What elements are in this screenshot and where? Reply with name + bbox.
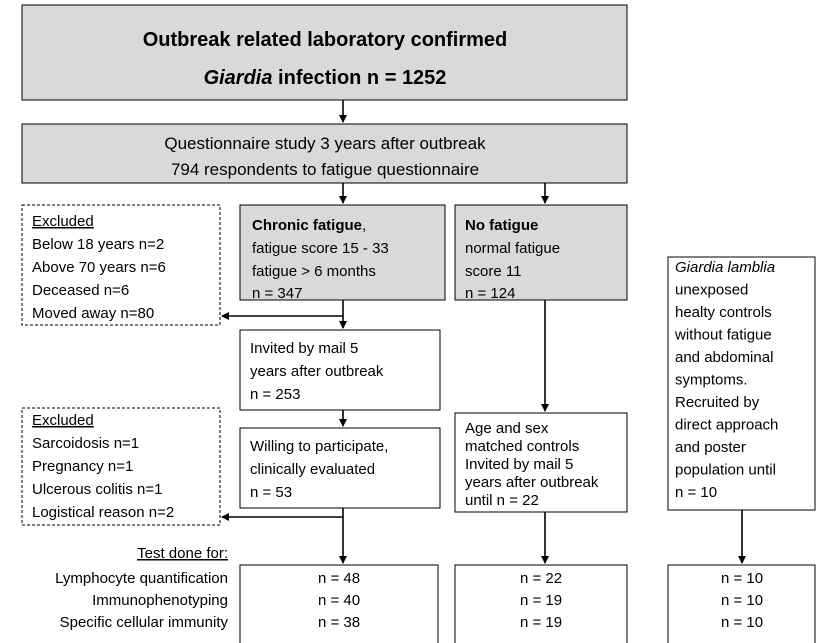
text-line: without fatigue: [674, 327, 772, 344]
text-line: Below 18 years n=2: [32, 236, 164, 253]
text-line: n = 10: [675, 484, 717, 501]
text-line: Invited by mail 5: [465, 456, 573, 473]
text-line: fatigue > 6 months: [252, 263, 376, 280]
text-line: Invited by mail 5: [250, 340, 358, 357]
text-line: Excluded: [32, 213, 94, 230]
test-count: n = 22: [520, 570, 562, 587]
box-invited: [239, 329, 441, 411]
text-line: 794 respondents to fatigue questionnaire: [171, 160, 479, 179]
text-line: Willing to participate,: [250, 438, 388, 455]
test-count: n = 10: [721, 592, 763, 609]
text-line: fatigue score 15 - 33: [252, 240, 389, 257]
text-line: Excluded: [32, 412, 94, 429]
text-line: Above 70 years n=6: [32, 259, 166, 276]
text-line: population until: [675, 462, 776, 479]
box-questionnaire: [21, 123, 628, 184]
text-line: until n = 22: [465, 492, 539, 509]
text-line: unexposed: [675, 282, 748, 299]
test-label: Specific cellular immunity: [60, 614, 229, 631]
shapes: [21, 4, 816, 643]
text-line: Ulcerous colitis n=1: [32, 481, 162, 498]
text-line: years after outbreak: [465, 474, 599, 491]
italic-text: Giardia: [204, 67, 273, 89]
box-excluded-1: [21, 204, 221, 326]
text-line: Sarcoidosis n=1: [32, 435, 139, 452]
box-excluded-2: [21, 407, 221, 526]
text-line: Pregnancy n=1: [32, 458, 133, 475]
text-line: Logistical reason n=2: [32, 504, 174, 521]
text-line: and poster: [675, 439, 746, 456]
box-chronic: [239, 204, 446, 301]
box-willing: [239, 427, 441, 509]
box-nofatigue: [454, 204, 628, 301]
bold-text: Chronic fatigue: [252, 217, 362, 234]
test-count: n = 19: [520, 614, 562, 631]
text-line: Deceased n=6: [32, 282, 129, 299]
text-line: No fatigue: [465, 217, 538, 234]
text-line: normal fatigue: [465, 240, 560, 257]
text-line: n = 53: [250, 484, 292, 501]
test-label: Immunophenotyping: [92, 592, 228, 609]
text: ,: [362, 217, 366, 234]
text: infection n = 1252: [272, 67, 446, 89]
text-line: clinically evaluated: [250, 461, 375, 478]
text-line: direct approach: [675, 417, 778, 434]
box-result-1: [239, 564, 439, 643]
text-line: and abdominal: [675, 349, 773, 366]
test-count: n = 40: [318, 592, 360, 609]
text-line: n = 124: [465, 285, 515, 302]
text-line: healty controls: [675, 304, 772, 321]
text-line: score 11: [465, 263, 521, 280]
box-result-3: [667, 564, 816, 643]
test-count: n = 38: [318, 614, 360, 631]
box-controls: [667, 256, 816, 511]
test-count: n = 19: [520, 592, 562, 609]
text-line: Moved away n=80: [32, 305, 154, 322]
test-count: n = 48: [318, 570, 360, 587]
text-line: n = 347: [252, 285, 302, 302]
tests-heading: Test done for:: [137, 545, 228, 562]
text-line: Giardia lamblia: [675, 259, 775, 276]
text-line: Age and sex: [465, 420, 549, 437]
texts: Outbreak related laboratory confirmed Gi…: [137, 29, 599, 562]
text-line: matched controls: [465, 438, 579, 455]
text-line: Chronic fatigue,: [252, 217, 366, 234]
test-count: n = 10: [721, 570, 763, 587]
box-outbreak: [21, 4, 628, 101]
text-line: symptoms.: [675, 372, 748, 389]
test-count: n = 10: [721, 614, 763, 631]
box-result-2: [454, 564, 628, 643]
text-line: Recruited by: [675, 394, 760, 411]
text-line: Questionnaire study 3 years after outbre…: [164, 134, 486, 153]
box-matched: [454, 412, 628, 513]
title-line: Giardia infection n = 1252: [204, 67, 447, 89]
text-line: years after outbreak: [250, 363, 384, 380]
text-line: n = 253: [250, 386, 300, 403]
test-label: Lymphocyte quantification: [55, 570, 228, 587]
title-line: Outbreak related laboratory confirmed: [143, 29, 508, 51]
